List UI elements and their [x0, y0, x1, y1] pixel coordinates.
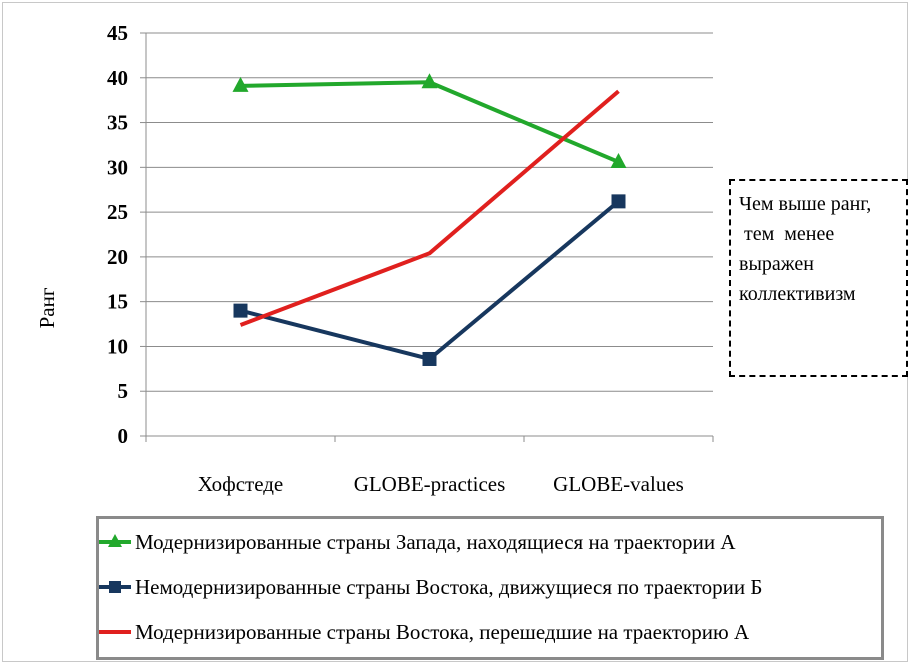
legend-marker-triangle	[108, 534, 122, 547]
y-tick-label: 45	[107, 21, 128, 45]
series-lines	[232, 73, 627, 366]
legend-item: Модернизированные страны Запада, находящ…	[99, 527, 736, 557]
data-point-square	[233, 303, 248, 318]
annotation-line: тем менее	[739, 223, 835, 245]
legend-label: Модернизированные страны Запада, находящ…	[135, 529, 736, 554]
y-axis-label: Ранг	[35, 287, 59, 328]
y-tick-label: 20	[107, 245, 128, 269]
legend: Модернизированные страны Запада, находящ…	[96, 516, 884, 660]
legend-swatch	[99, 534, 131, 547]
data-point-triangle	[232, 76, 249, 92]
annotation-line: выражен	[739, 253, 814, 275]
annotation-box: Чем выше ранг, тем менее выражен коллект…	[729, 179, 908, 377]
legend-swatch	[99, 630, 131, 634]
x-category-label: GLOBE-values	[553, 472, 684, 496]
annotation-line: Чем выше ранг,	[739, 193, 872, 215]
y-tick-label: 30	[107, 155, 128, 179]
legend-item: Модернизированные страны Востока, переше…	[99, 617, 749, 647]
y-tick-label: 25	[107, 200, 128, 224]
y-tick-labels: 0 5 10 15 20 25 30 35 40 45	[107, 21, 128, 448]
y-tick-label: 10	[107, 334, 128, 358]
x-category-label: GLOBE-practices	[354, 472, 506, 496]
annotation-line: коллективизм	[739, 283, 856, 305]
legend-swatch	[99, 581, 131, 593]
y-tick-label: 15	[107, 290, 128, 314]
y-tick-label: 40	[107, 66, 128, 90]
legend-label: Модернизированные страны Востока, переше…	[135, 619, 750, 644]
data-point-square	[422, 351, 437, 366]
legend-label: Немодернизированные страны Востока, движ…	[135, 574, 763, 599]
y-tick-label: 0	[118, 424, 129, 448]
data-point-square	[611, 194, 626, 209]
x-category-label: Хофстеде	[198, 472, 284, 496]
axes	[140, 32, 714, 442]
legend-item: Немодернизированные страны Востока, движ…	[99, 572, 762, 602]
data-point-triangle	[421, 73, 438, 89]
x-category-labels: Хофстеде GLOBE-practices GLOBE-values	[198, 472, 684, 496]
legend-marker-square	[109, 581, 121, 593]
y-tick-label: 35	[107, 111, 128, 135]
series-line-2	[240, 199, 620, 361]
y-tick-label: 5	[118, 379, 129, 403]
series-line-3	[239, 89, 620, 327]
data-point-triangle	[610, 152, 627, 168]
